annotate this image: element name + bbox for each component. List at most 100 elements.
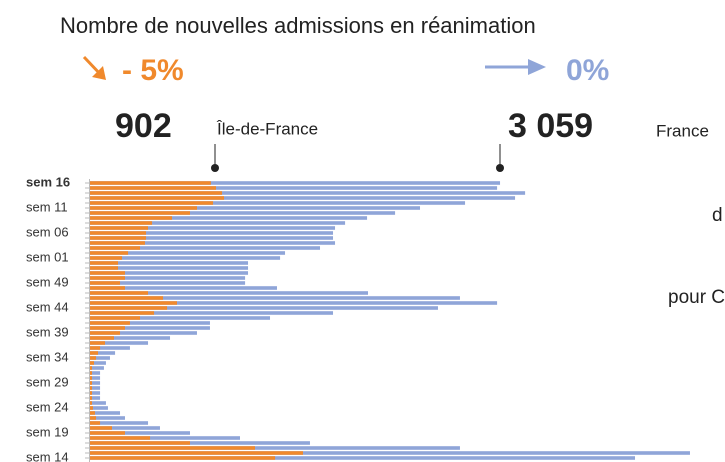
bar bbox=[90, 381, 93, 385]
side-text: d bbox=[712, 205, 723, 226]
bar bbox=[90, 426, 112, 430]
y-tick-label: sem 34 bbox=[26, 349, 69, 364]
y-tick-label: sem 14 bbox=[26, 449, 69, 462]
bar bbox=[90, 371, 93, 375]
bar bbox=[90, 301, 177, 305]
france-change: 0% bbox=[566, 54, 609, 87]
bar bbox=[90, 426, 160, 430]
bar bbox=[90, 376, 101, 380]
bar bbox=[90, 421, 101, 425]
bar bbox=[90, 326, 125, 330]
bar bbox=[90, 401, 106, 405]
pointer-dot bbox=[211, 164, 219, 172]
arrow-head bbox=[92, 66, 106, 80]
bar bbox=[90, 221, 153, 225]
bar bbox=[90, 366, 93, 370]
bar bbox=[90, 341, 149, 345]
bar bbox=[90, 341, 106, 345]
bar bbox=[90, 246, 321, 250]
bar bbox=[90, 276, 246, 280]
bar bbox=[90, 206, 421, 210]
bar bbox=[90, 221, 346, 225]
bar bbox=[90, 191, 223, 195]
bar bbox=[90, 266, 119, 270]
y-tick-label: sem 24 bbox=[26, 399, 69, 414]
bar bbox=[90, 236, 147, 240]
bar bbox=[90, 346, 101, 350]
bar bbox=[90, 216, 173, 220]
bar bbox=[90, 356, 110, 360]
y-tick-label: sem 49 bbox=[26, 274, 69, 289]
bar bbox=[90, 421, 149, 425]
bar bbox=[90, 436, 151, 440]
bar bbox=[90, 386, 101, 390]
france-value: 3 059 bbox=[508, 107, 593, 145]
bar bbox=[90, 306, 438, 310]
bar bbox=[90, 231, 147, 235]
bar bbox=[90, 281, 121, 285]
bar bbox=[90, 361, 106, 365]
side-text: pour C bbox=[668, 287, 725, 308]
bar bbox=[90, 216, 368, 220]
bar bbox=[90, 456, 276, 460]
bar bbox=[90, 231, 334, 235]
bar bbox=[90, 291, 149, 295]
bar bbox=[90, 291, 369, 295]
bar bbox=[90, 446, 256, 450]
arrow-head bbox=[528, 59, 546, 75]
bar bbox=[90, 376, 93, 380]
bar bbox=[90, 346, 130, 350]
y-tick-label: sem 29 bbox=[26, 374, 69, 389]
bar bbox=[90, 306, 168, 310]
bar bbox=[90, 266, 249, 270]
bar bbox=[90, 201, 214, 205]
bar bbox=[90, 181, 211, 185]
bar bbox=[90, 296, 460, 300]
bar bbox=[90, 241, 145, 245]
bar bbox=[90, 441, 190, 445]
bar bbox=[90, 311, 334, 315]
bar bbox=[90, 311, 155, 315]
bar bbox=[90, 276, 125, 280]
france-label: France bbox=[656, 121, 709, 140]
bar bbox=[90, 381, 101, 385]
bar bbox=[90, 331, 121, 335]
bar bbox=[90, 416, 97, 420]
bar bbox=[90, 296, 164, 300]
bar bbox=[90, 286, 277, 290]
bar bbox=[90, 411, 95, 415]
bar bbox=[90, 206, 197, 210]
bar bbox=[90, 251, 129, 255]
bar bbox=[90, 351, 99, 355]
bar bbox=[90, 351, 116, 355]
bar bbox=[90, 256, 123, 260]
chart-title: Nombre de nouvelles admissions en réanim… bbox=[60, 13, 536, 38]
bar bbox=[90, 441, 310, 445]
bar bbox=[90, 456, 636, 460]
bar bbox=[90, 391, 93, 395]
bar bbox=[90, 241, 336, 245]
bar bbox=[90, 386, 93, 390]
bar bbox=[90, 196, 516, 200]
bar bbox=[90, 316, 140, 320]
pointer-dot bbox=[496, 164, 504, 172]
bar bbox=[90, 356, 97, 360]
bar bbox=[90, 226, 336, 230]
bar bbox=[90, 416, 125, 420]
bar bbox=[90, 186, 498, 190]
bar bbox=[90, 251, 286, 255]
bar bbox=[90, 211, 396, 215]
y-tick-label: sem 11 bbox=[26, 199, 68, 214]
bar bbox=[90, 301, 498, 305]
y-tick-label: sem 39 bbox=[26, 324, 69, 339]
bar bbox=[90, 366, 104, 370]
bar bbox=[90, 406, 93, 410]
bar bbox=[90, 286, 125, 290]
y-tick-label: sem 44 bbox=[26, 299, 69, 314]
bar bbox=[90, 186, 216, 190]
bar bbox=[90, 371, 101, 375]
bar bbox=[90, 271, 125, 275]
bar bbox=[90, 406, 108, 410]
idf-label: Île-de-France bbox=[216, 119, 318, 138]
